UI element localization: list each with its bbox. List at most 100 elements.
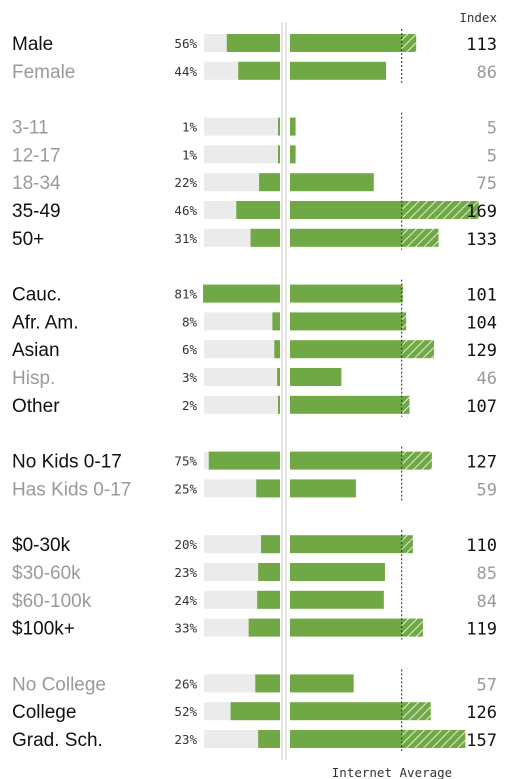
row-label: No Kids 0-17 [12,452,122,473]
index-bar-above-average [401,228,439,247]
row-label: 18-34 [12,173,61,194]
percent-label: 8% [182,314,198,329]
percent-label: 52% [174,704,197,719]
chart-row: $0-30k 20% 110 [12,535,497,556]
percent-bar [272,312,280,331]
row-label: 35-49 [12,201,61,222]
index-value: 113 [466,35,497,55]
index-bar [290,312,402,331]
percent-bar [255,674,280,693]
index-bar [290,730,402,748]
percent-label: 22% [174,175,197,190]
index-bar-above-average [401,201,479,219]
index-bar [290,201,402,219]
index-value: 133 [466,230,497,250]
chart-row: $100k+ 33% 119 [12,618,497,640]
index-value: 59 [477,480,497,500]
chart-row: 18-34 22% 75 [12,173,497,194]
percent-label: 25% [174,481,197,496]
index-bar [290,368,342,386]
percent-bar [256,479,280,498]
percent-label: 33% [174,621,197,636]
index-bar [290,173,374,192]
percent-bar [230,702,280,721]
percent-bar [257,590,280,609]
index-value: 169 [466,202,497,222]
chart-row: Other 2% 107 [12,395,497,417]
percent-label: 44% [174,64,197,79]
percent-label: 2% [182,398,198,413]
index-bar [290,535,402,554]
percent-label: 1% [182,147,198,162]
row-group: No College 26% 57 College 52% 126 Grad. Sch. 23… [12,674,497,751]
index-value: 85 [477,564,497,584]
index-bar [290,340,402,359]
index-bar [290,451,402,470]
index-bar-above-average [401,702,431,721]
index-bar [290,563,385,581]
chart-row: $60-100k 24% 84 [12,590,497,612]
percent-bar [250,228,280,247]
percent-track [204,117,280,136]
index-value: 86 [477,63,497,83]
chart-row: Afr. Am. 8% 104 [12,312,497,333]
chart-row: Asian 6% 129 [12,340,497,361]
percent-bar [238,61,280,80]
index-value: 104 [466,313,497,333]
percent-bar [258,563,280,581]
percent-bar [226,34,280,52]
index-column-header: Index [459,10,497,25]
index-bar-above-average [401,395,410,414]
row-label: $30-60k [12,563,81,584]
percent-bar [261,535,280,554]
row-label: 50+ [12,229,44,250]
row-label: Grad. Sch. [12,730,103,751]
percent-bar [258,730,280,748]
percent-bar [278,395,280,414]
chart-row: Cauc. 81% 101 [12,284,497,306]
index-value: 5 [487,146,497,166]
index-bar [290,145,296,164]
index-bar [290,674,354,693]
chart-row: 50+ 31% 133 [12,228,497,250]
percent-label: 31% [174,231,197,246]
row-label: $100k+ [12,619,75,640]
index-bar [290,395,402,414]
index-value: 129 [466,341,497,361]
row-label: $0-30k [12,535,71,556]
percent-bar [259,173,280,192]
percent-bar [248,618,280,637]
index-value: 119 [466,620,497,640]
row-label: Male [12,34,53,55]
index-value: 101 [466,286,497,306]
row-label: Female [12,62,75,83]
row-label: Has Kids 0-17 [12,479,131,500]
index-bar [290,618,402,637]
chart-row: $30-60k 23% 85 [12,563,497,584]
index-value: 57 [477,675,497,695]
percent-label: 1% [182,120,198,135]
percent-bar [274,340,280,359]
chart-row: 3-11 1% 5 [12,117,497,139]
index-value: 127 [466,453,497,473]
row-group: $0-30k 20% 110 $30-60k 23% 85 $60-100k 24% 84 $10… [12,535,497,640]
index-bar [290,61,387,80]
row-group: 3-11 1% 5 12-17 1% 5 18-34 22% 75 35-49 46% 169 50+ 3… [12,117,497,250]
row-label: $60-100k [12,591,92,612]
index-value: 46 [477,369,497,389]
index-value: 5 [487,119,497,139]
index-value: 126 [466,703,497,723]
percent-label: 3% [182,370,198,385]
percent-track [204,368,280,386]
chart-row: No College 26% 57 [12,674,497,695]
index-bar [290,117,296,136]
index-value: 75 [477,174,497,194]
percent-bar [236,201,280,219]
index-value: 110 [466,536,497,556]
row-label: Afr. Am. [12,312,79,333]
percent-label: 81% [174,287,197,302]
chart-row: 12-17 1% 5 [12,145,497,166]
percent-label: 56% [174,36,197,51]
index-bar-above-average [401,618,423,637]
